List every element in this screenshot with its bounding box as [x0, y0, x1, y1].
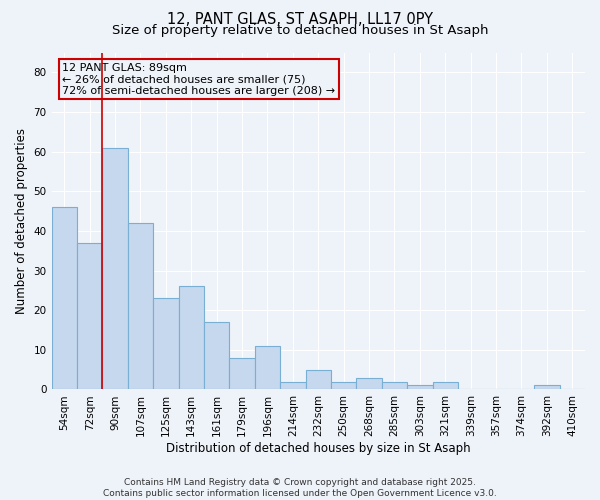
Bar [204, 322, 229, 390]
Text: Size of property relative to detached houses in St Asaph: Size of property relative to detached ho… [112, 24, 488, 37]
X-axis label: Distribution of detached houses by size in St Asaph: Distribution of detached houses by size … [166, 442, 470, 455]
Bar [382, 382, 407, 390]
Bar [77, 243, 103, 390]
Bar [153, 298, 179, 390]
Bar [433, 382, 458, 390]
Bar [534, 386, 560, 390]
Text: 12 PANT GLAS: 89sqm
← 26% of detached houses are smaller (75)
72% of semi-detach: 12 PANT GLAS: 89sqm ← 26% of detached ho… [62, 62, 335, 96]
Text: 12, PANT GLAS, ST ASAPH, LL17 0PY: 12, PANT GLAS, ST ASAPH, LL17 0PY [167, 12, 433, 28]
Bar [229, 358, 255, 390]
Bar [128, 223, 153, 390]
Bar [407, 386, 433, 390]
Bar [331, 382, 356, 390]
Bar [255, 346, 280, 390]
Bar [280, 382, 305, 390]
Bar [179, 286, 204, 390]
Bar [103, 148, 128, 390]
Bar [305, 370, 331, 390]
Text: Contains HM Land Registry data © Crown copyright and database right 2025.
Contai: Contains HM Land Registry data © Crown c… [103, 478, 497, 498]
Y-axis label: Number of detached properties: Number of detached properties [15, 128, 28, 314]
Bar [356, 378, 382, 390]
Bar [52, 207, 77, 390]
